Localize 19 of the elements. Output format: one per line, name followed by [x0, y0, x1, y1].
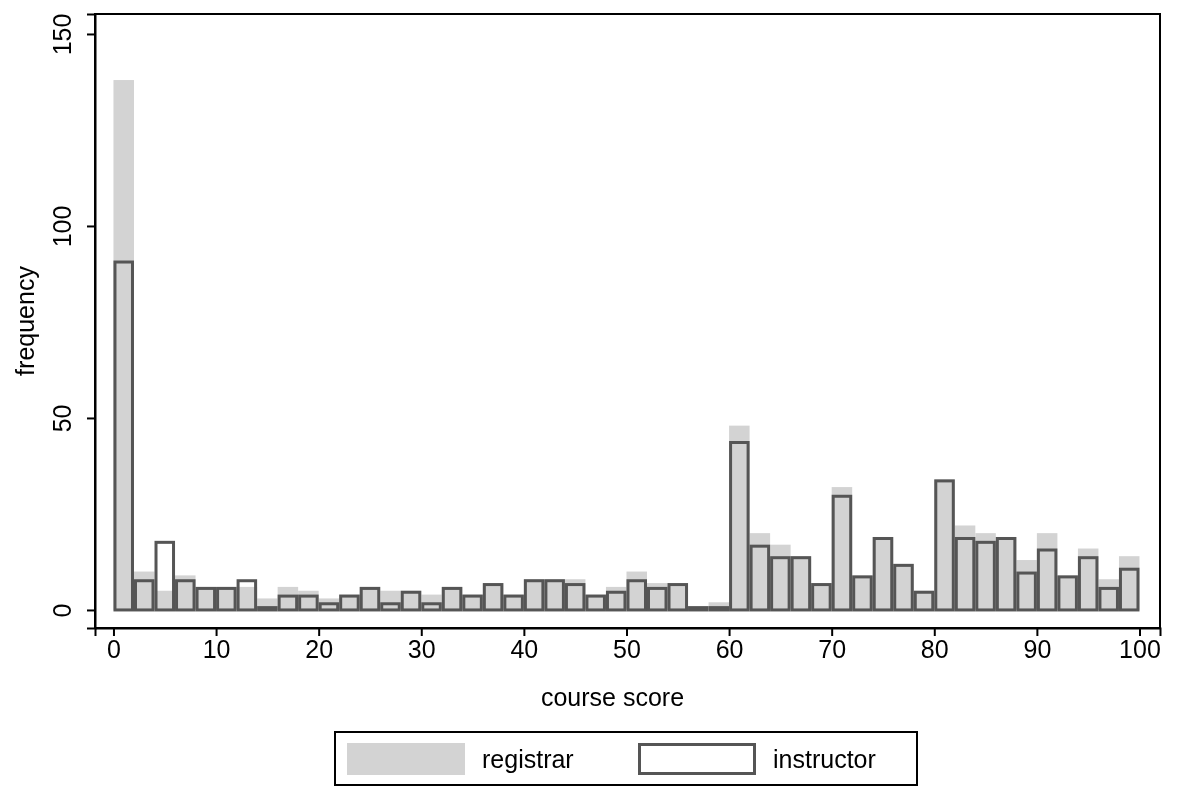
legend-label: registrar [482, 745, 574, 773]
y-tick-label: 50 [48, 404, 76, 433]
y-tick-label: 0 [48, 603, 76, 618]
x-tick-label: 90 [1023, 634, 1052, 663]
y-tick-label: 150 [48, 13, 76, 56]
x-tick-label: 100 [1119, 634, 1161, 663]
legend-label: instructor [773, 745, 876, 773]
x-tick-label: 40 [510, 634, 539, 663]
x-axis-title: course score [540, 683, 685, 711]
x-tick-label: 60 [715, 634, 744, 663]
x-tick-label: 30 [407, 634, 436, 663]
y-axis-title: frequency [11, 265, 39, 376]
x-tick-label: 50 [613, 634, 641, 663]
x-tick-label: 80 [920, 634, 949, 663]
x-tick-label: 20 [305, 634, 334, 663]
x-tick-label: 70 [818, 634, 847, 663]
x-tick-label: 10 [202, 634, 231, 663]
x-tick-label: 0 [107, 634, 121, 663]
y-tick-label: 100 [48, 205, 76, 248]
